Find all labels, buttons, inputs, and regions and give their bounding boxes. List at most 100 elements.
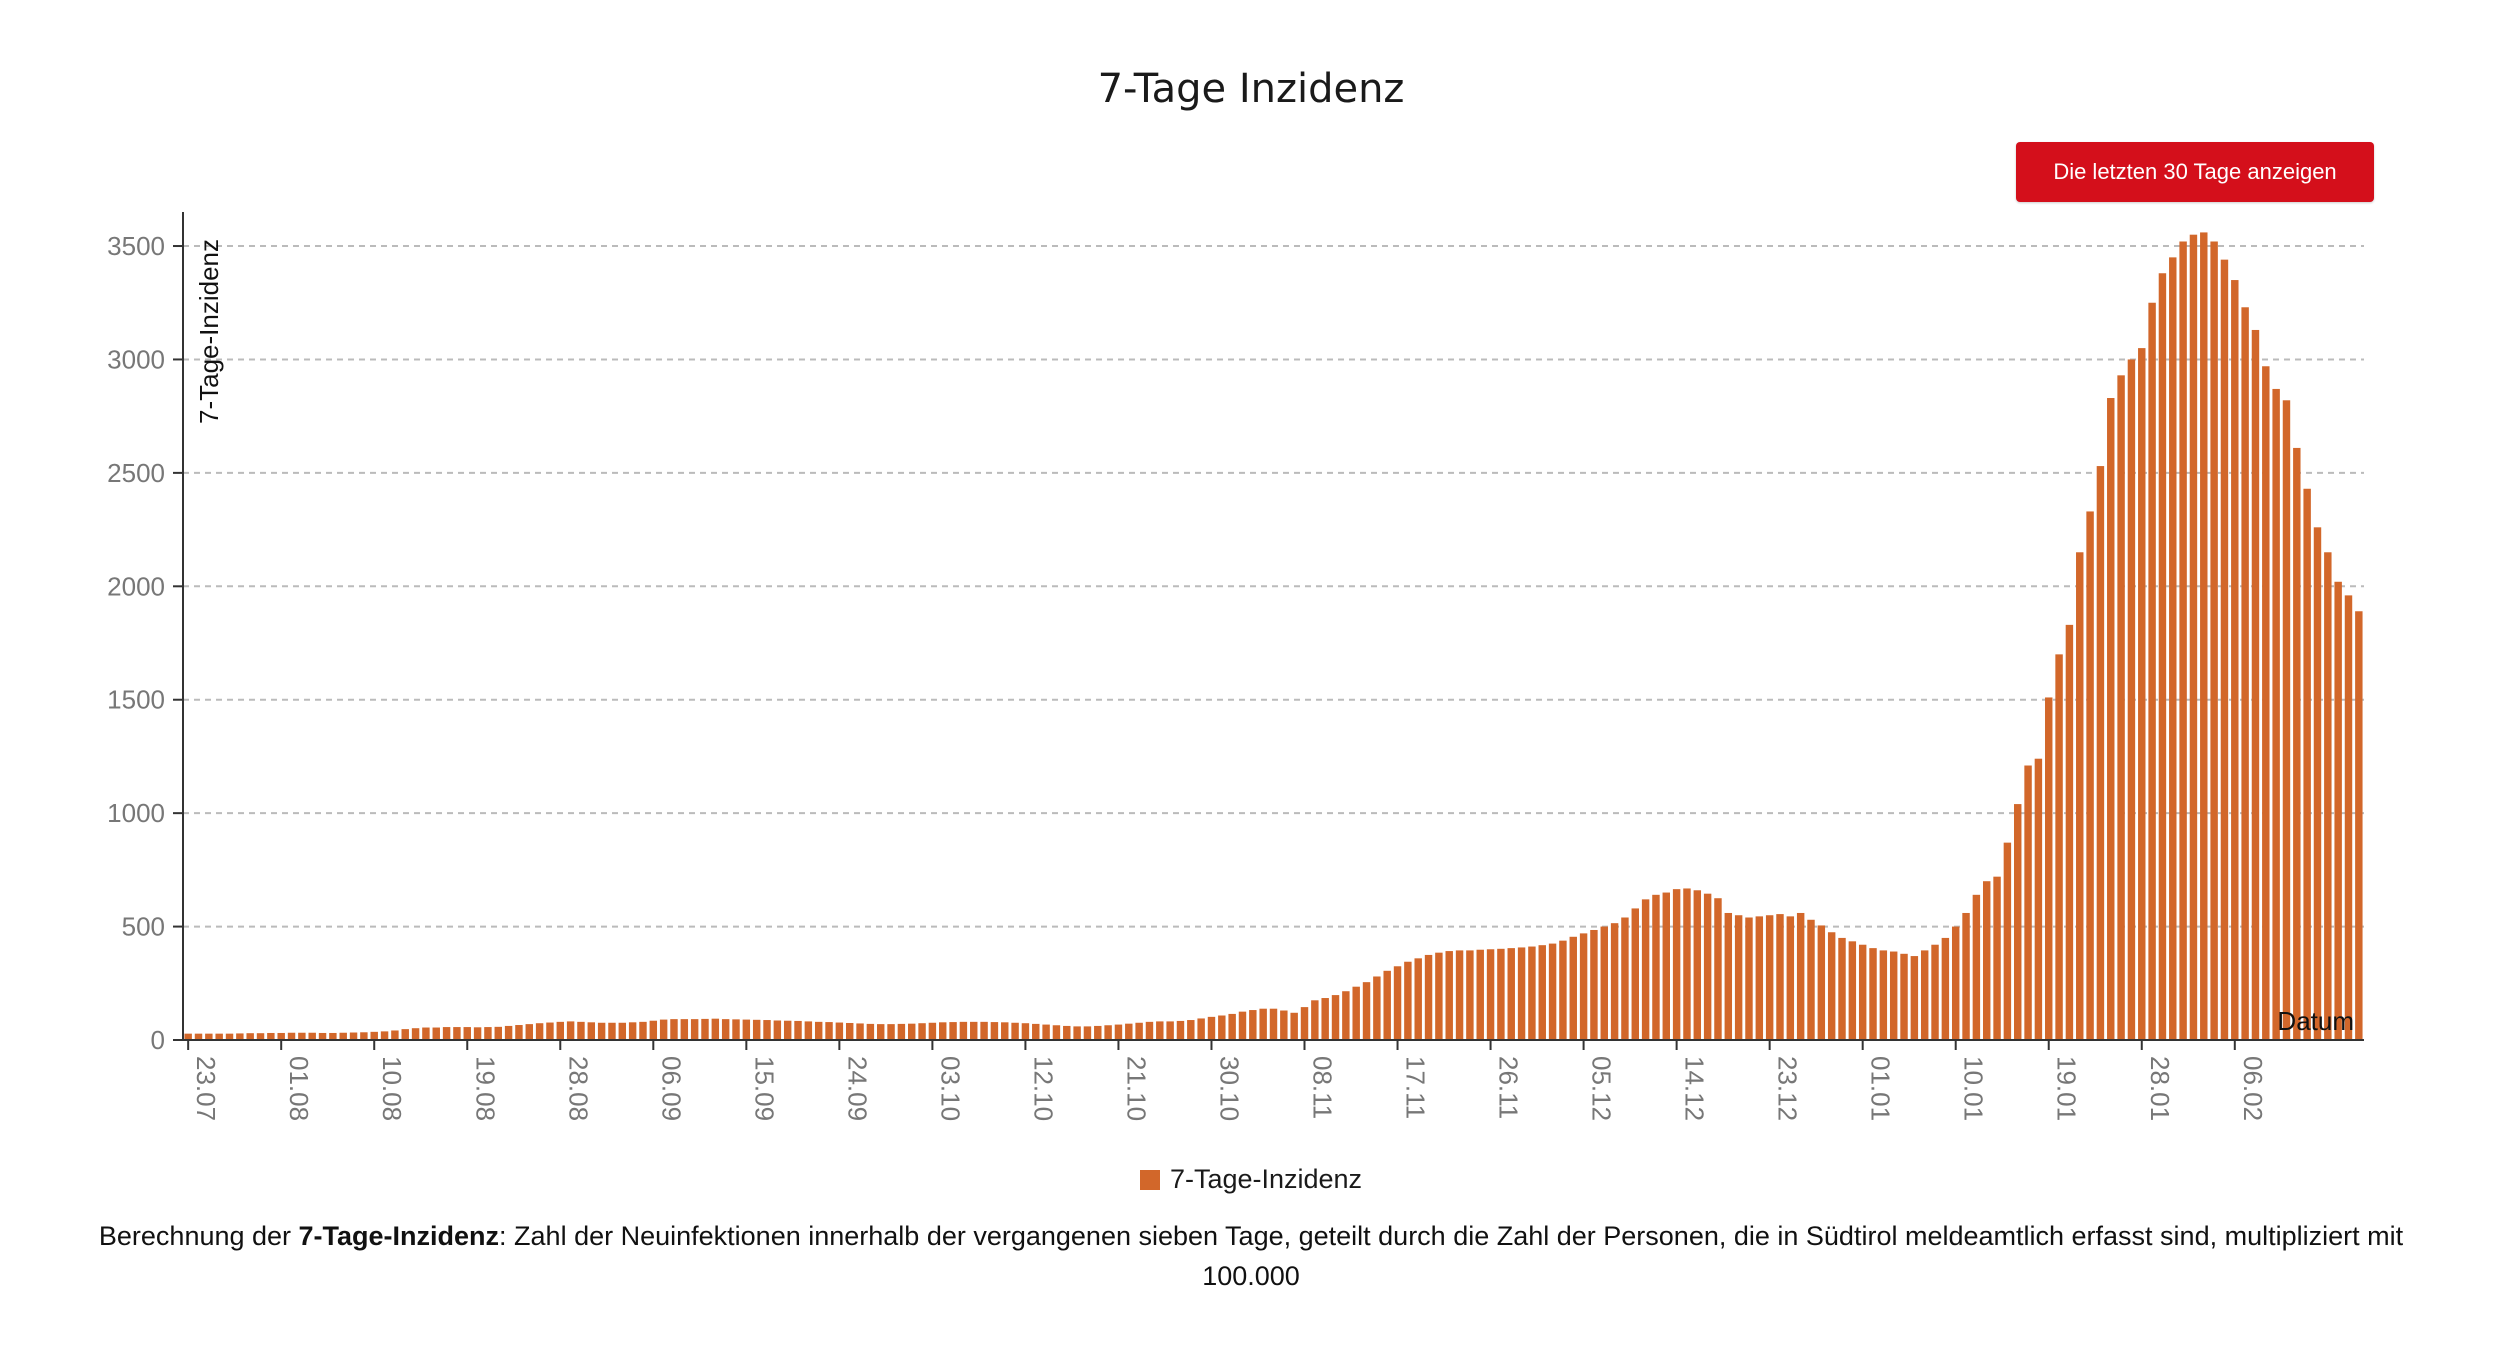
bar xyxy=(205,1033,213,1040)
show-last-30-days-button[interactable]: Die letzten 30 Tage anzeigen xyxy=(2016,142,2374,202)
bar xyxy=(391,1030,399,1040)
bar xyxy=(184,1033,192,1040)
y-tick-label: 3500 xyxy=(107,231,165,261)
bar xyxy=(1435,952,1443,1040)
y-tick-label: 0 xyxy=(151,1025,165,1055)
bar xyxy=(1145,1021,1154,1040)
bar xyxy=(2334,581,2342,1040)
bar xyxy=(1548,943,1557,1040)
bar xyxy=(277,1032,285,1040)
bar xyxy=(1962,912,1970,1040)
bar xyxy=(2262,366,2270,1040)
bar xyxy=(2076,552,2084,1040)
bar xyxy=(1052,1025,1061,1040)
bar xyxy=(1920,950,1929,1040)
x-tick-label: 17.11 xyxy=(1401,1056,1431,1119)
bar xyxy=(1951,926,1960,1040)
bar xyxy=(680,1019,689,1040)
bar xyxy=(566,1021,575,1040)
bar xyxy=(1373,976,1381,1040)
bar xyxy=(1342,991,1350,1040)
note-text: : Zahl der Neuinfektionen innerhalb der … xyxy=(499,1221,2404,1291)
bar xyxy=(2117,375,2125,1040)
bar xyxy=(287,1032,296,1040)
bar xyxy=(1848,941,1857,1040)
chart-title: 7-Tage Inzidenz xyxy=(1097,66,1405,112)
bar xyxy=(473,1027,482,1040)
bar xyxy=(1125,1023,1133,1040)
bar xyxy=(949,1022,957,1040)
bar xyxy=(1559,940,1567,1040)
bar xyxy=(2158,273,2167,1040)
bar xyxy=(897,1023,906,1040)
bar xyxy=(1197,1018,1205,1040)
bar xyxy=(1207,1016,1216,1040)
x-tick-label: 08.11 xyxy=(1308,1056,1338,1119)
bar xyxy=(1331,995,1340,1040)
bar xyxy=(2282,400,2291,1041)
bar xyxy=(1362,982,1371,1040)
bar xyxy=(814,1021,823,1040)
bar xyxy=(463,1027,471,1040)
bar xyxy=(2324,552,2332,1040)
bar xyxy=(2014,804,2022,1040)
bar xyxy=(1765,915,1774,1040)
bar xyxy=(1693,890,1702,1040)
bar xyxy=(1827,932,1836,1040)
bar xyxy=(1972,894,1981,1040)
bar xyxy=(773,1020,782,1040)
x-tick-label: 15.09 xyxy=(749,1056,779,1121)
bar xyxy=(2138,348,2146,1040)
x-tick-label: 14.12 xyxy=(1680,1056,1710,1121)
x-tick-label: 24.09 xyxy=(842,1056,872,1121)
bar xyxy=(1724,912,1733,1040)
bar xyxy=(845,1022,854,1040)
bar xyxy=(2086,511,2094,1040)
legend[interactable]: 7-Tage-Inzidenz xyxy=(0,1164,2502,1195)
bar xyxy=(1982,881,1991,1040)
bar xyxy=(1176,1020,1185,1040)
bar xyxy=(2200,232,2208,1040)
bar xyxy=(329,1032,337,1040)
bar xyxy=(1290,1012,1298,1040)
bar xyxy=(2096,466,2105,1040)
bar xyxy=(597,1022,606,1040)
bar xyxy=(1621,917,1629,1040)
bar xyxy=(918,1023,926,1040)
bar xyxy=(349,1032,358,1040)
bar xyxy=(546,1022,554,1040)
bar xyxy=(494,1026,502,1040)
bar xyxy=(1404,961,1412,1040)
bar xyxy=(1931,944,1939,1040)
bar xyxy=(504,1025,513,1040)
bar xyxy=(256,1033,265,1040)
bar xyxy=(453,1027,461,1040)
bar xyxy=(236,1033,244,1040)
bar xyxy=(701,1018,709,1040)
bar xyxy=(1187,1020,1195,1040)
bar xyxy=(908,1023,916,1040)
bar xyxy=(1869,948,1877,1040)
bar xyxy=(1249,1010,1257,1040)
bar xyxy=(1900,953,1908,1040)
x-tick-label: 30.10 xyxy=(1214,1056,1244,1121)
bar xyxy=(1838,937,1846,1040)
bar xyxy=(928,1022,937,1040)
bar xyxy=(1001,1022,1009,1040)
bar xyxy=(1259,1008,1267,1040)
bar xyxy=(1445,951,1453,1040)
bar xyxy=(639,1021,647,1040)
bar xyxy=(1641,899,1650,1040)
bar xyxy=(1683,888,1691,1040)
bar xyxy=(2045,697,2053,1040)
bar xyxy=(2344,595,2353,1040)
note-bold-term: 7-Tage-Inzidenz xyxy=(298,1221,500,1251)
bar xyxy=(1414,958,1422,1040)
bar xyxy=(1476,949,1484,1040)
bar xyxy=(732,1019,740,1040)
bar xyxy=(2127,359,2136,1041)
bar xyxy=(2034,758,2043,1040)
bar xyxy=(856,1023,864,1040)
bar xyxy=(194,1033,203,1040)
bar xyxy=(1166,1021,1174,1040)
